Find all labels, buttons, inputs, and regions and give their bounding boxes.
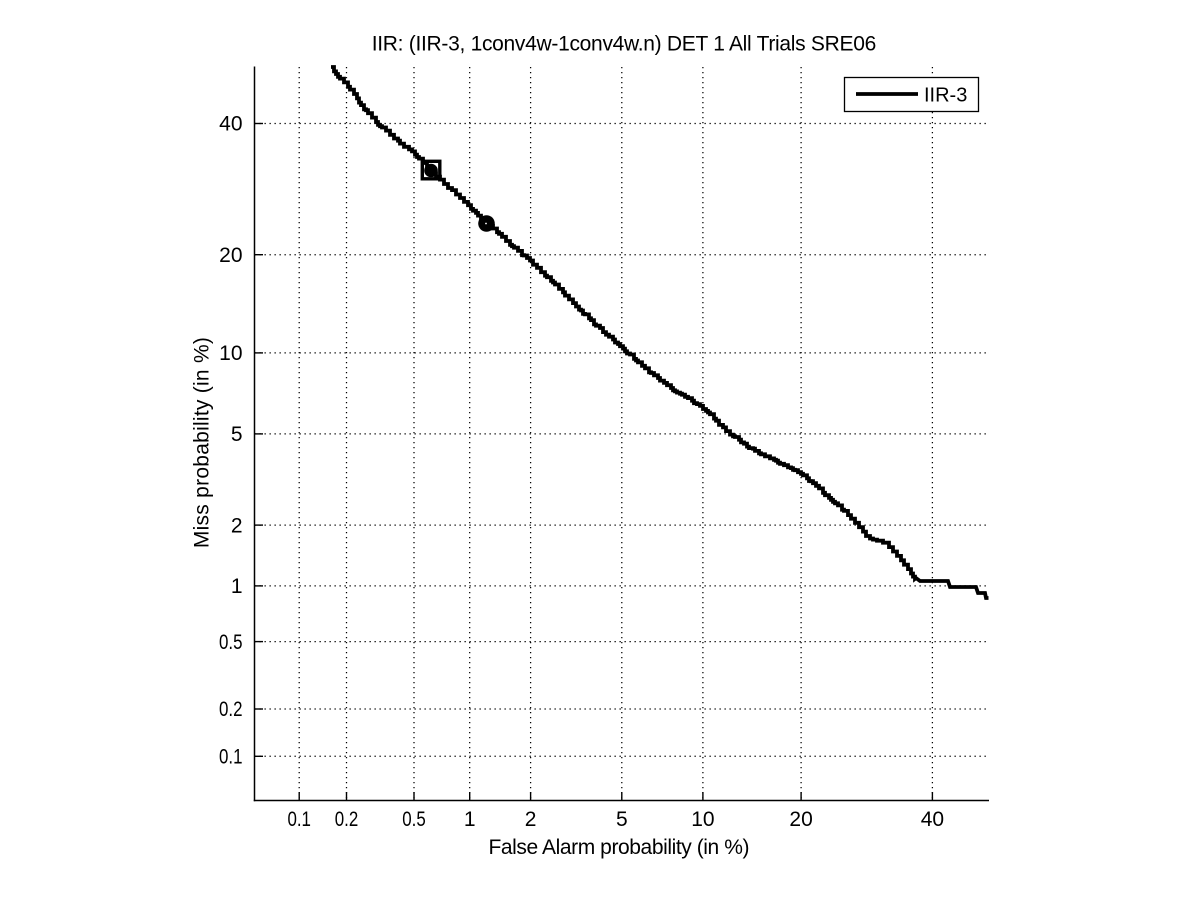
svg-text:40: 40 bbox=[219, 113, 242, 136]
svg-text:2: 2 bbox=[525, 808, 537, 831]
svg-text:1: 1 bbox=[231, 575, 243, 598]
svg-text:IIR-3: IIR-3 bbox=[924, 84, 967, 106]
svg-text:0.5: 0.5 bbox=[402, 808, 426, 831]
svg-text:10: 10 bbox=[691, 808, 714, 831]
svg-text:40: 40 bbox=[921, 808, 944, 831]
svg-text:0.1: 0.1 bbox=[219, 746, 243, 769]
svg-text:1: 1 bbox=[464, 808, 476, 831]
svg-text:0.2: 0.2 bbox=[219, 698, 243, 721]
svg-text:0.1: 0.1 bbox=[287, 808, 311, 831]
svg-text:IIR: (IIR-3, 1conv4w-1conv4w.n: IIR: (IIR-3, 1conv4w-1conv4w.n) DET 1 Al… bbox=[372, 33, 877, 56]
svg-text:0.2: 0.2 bbox=[335, 808, 359, 831]
svg-text:0.5: 0.5 bbox=[219, 631, 243, 654]
svg-text:5: 5 bbox=[231, 423, 243, 446]
svg-text:2: 2 bbox=[231, 514, 243, 537]
svg-text:20: 20 bbox=[789, 808, 812, 831]
svg-text:20: 20 bbox=[219, 244, 242, 267]
svg-text:10: 10 bbox=[219, 342, 242, 365]
svg-text:Miss probability (in %): Miss probability (in %) bbox=[191, 337, 214, 548]
svg-text:5: 5 bbox=[616, 808, 628, 831]
svg-text:False Alarm probability (in %): False Alarm probability (in %) bbox=[489, 836, 750, 859]
